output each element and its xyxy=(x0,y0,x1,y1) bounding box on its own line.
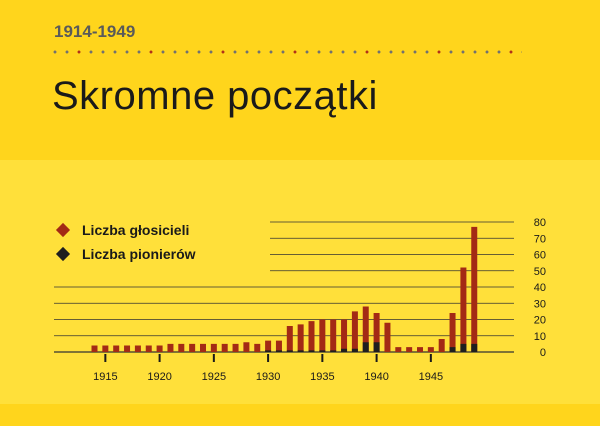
y-tick-label: 40 xyxy=(534,282,546,294)
bar-publishers xyxy=(373,313,380,352)
bar-pioneers xyxy=(341,348,348,352)
bar-publishers xyxy=(460,267,467,352)
dotted-divider xyxy=(53,50,522,54)
bar-publishers xyxy=(189,343,196,352)
bar-publishers xyxy=(134,345,141,352)
bar-pioneers xyxy=(275,350,282,352)
x-tick-label: 1935 xyxy=(310,371,334,383)
bar-publishers xyxy=(232,343,239,352)
bar-publishers xyxy=(297,324,304,352)
legend-item-pioneers: Liczba pionierów xyxy=(55,242,196,266)
legend-diamond-icon xyxy=(55,222,71,238)
legend: Liczba głosicieli Liczba pionierów xyxy=(55,218,196,266)
bar-publishers xyxy=(330,319,337,352)
divider-dot xyxy=(221,50,225,54)
x-tick-label: 1930 xyxy=(256,371,280,383)
divider-dot xyxy=(233,50,237,54)
bar-publishers xyxy=(438,339,445,352)
y-tick-label: 60 xyxy=(534,250,546,262)
bar-publishers xyxy=(254,343,261,352)
y-tick-label: 30 xyxy=(534,298,546,310)
divider-dot xyxy=(197,50,201,54)
bar-pioneers xyxy=(330,350,337,352)
bar-publishers xyxy=(395,347,402,352)
bar-publishers xyxy=(265,340,272,352)
bar-publishers xyxy=(275,340,282,352)
y-tick-label: 10 xyxy=(534,331,546,343)
divider-dot xyxy=(161,50,165,54)
bar-publishers xyxy=(341,319,348,352)
y-tick-label: 20 xyxy=(534,315,546,327)
divider-dot xyxy=(149,50,153,54)
x-tick-label: 1920 xyxy=(147,371,171,383)
bar-publishers xyxy=(167,343,174,352)
bar-publishers xyxy=(124,345,131,352)
legend-label: Liczba głosicieli xyxy=(82,222,190,238)
bar-pioneers xyxy=(286,350,293,352)
bar-pioneers xyxy=(373,342,380,352)
bar-publishers xyxy=(178,343,185,352)
header-band xyxy=(0,0,600,160)
legend-label: Liczba pionierów xyxy=(82,246,196,262)
bar-pioneers xyxy=(460,343,467,352)
y-tick-label: 80 xyxy=(534,217,546,229)
bar-publishers xyxy=(243,342,250,352)
date-range: 1914-1949 xyxy=(54,22,136,41)
bar-pioneers xyxy=(297,350,304,352)
bar-publishers xyxy=(417,347,423,352)
x-tick-label: 1915 xyxy=(93,371,117,383)
legend-item-publishers: Liczba głosicieli xyxy=(55,218,196,242)
divider-dot xyxy=(245,50,249,54)
bar-pioneers xyxy=(449,347,456,352)
bar-publishers xyxy=(113,345,120,352)
x-tick-label: 1925 xyxy=(202,371,226,383)
bar-pioneers xyxy=(265,350,272,352)
x-tick-label: 1940 xyxy=(364,371,388,383)
bar-publishers xyxy=(102,345,109,352)
bar-publishers xyxy=(286,326,293,352)
bar-pioneers xyxy=(351,348,358,352)
bar-pioneers xyxy=(319,350,326,352)
bar-publishers xyxy=(210,343,217,352)
bar-publishers xyxy=(156,345,163,352)
y-tick-label: 70 xyxy=(534,233,546,245)
bar-publishers xyxy=(200,343,206,352)
bar-pioneers xyxy=(471,343,478,352)
bar-publishers xyxy=(362,306,369,352)
divider-dot xyxy=(173,50,177,54)
y-tick-label: 0 xyxy=(540,347,546,359)
bar-pioneers xyxy=(362,342,369,352)
footer-band xyxy=(0,404,600,426)
bar-publishers xyxy=(384,322,391,352)
bar-publishers xyxy=(308,321,315,352)
divider-dot xyxy=(65,50,69,54)
legend-diamond-icon xyxy=(55,246,71,262)
x-tick-label: 1945 xyxy=(419,371,443,383)
bar-publishers xyxy=(91,345,98,352)
y-tick-label: 50 xyxy=(534,266,546,278)
bar-publishers xyxy=(221,343,228,352)
bar-publishers xyxy=(471,226,478,352)
divider-dot xyxy=(185,50,189,54)
divider-dot xyxy=(209,50,213,54)
bar-publishers xyxy=(351,311,358,352)
bar-publishers xyxy=(145,345,152,352)
bar-publishers xyxy=(406,347,413,352)
bar-publishers xyxy=(319,319,326,352)
bar-publishers xyxy=(427,347,434,352)
page-title: Skromne początki xyxy=(52,74,378,118)
divider-dot xyxy=(137,50,141,54)
bar-pioneers xyxy=(308,350,315,352)
bar-publishers xyxy=(449,313,456,352)
